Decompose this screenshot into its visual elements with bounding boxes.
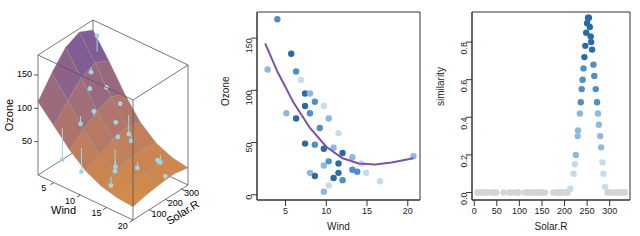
svg-text:5: 5 (41, 183, 46, 193)
svg-text:Ozone: Ozone (8, 99, 15, 131)
svg-text:0: 0 (472, 206, 477, 216)
svg-text:Ozone: Ozone (220, 76, 231, 106)
svg-text:150: 150 (244, 38, 254, 53)
svg-text:0.6: 0.6 (459, 80, 469, 93)
svg-text:15: 15 (91, 208, 101, 218)
svg-text:0.8: 0.8 (459, 42, 469, 55)
svg-text:300: 300 (602, 206, 617, 216)
svg-text:5: 5 (283, 206, 288, 216)
svg-text:150: 150 (534, 206, 549, 216)
svg-text:0.0: 0.0 (459, 192, 469, 205)
svg-text:15: 15 (362, 206, 372, 216)
svg-text:20: 20 (403, 206, 413, 216)
svg-text:20: 20 (118, 221, 128, 231)
svg-text:150: 150 (17, 69, 32, 79)
svg-text:10: 10 (321, 206, 331, 216)
svg-text:Solar.R: Solar.R (535, 221, 568, 232)
svg-text:Wind: Wind (51, 204, 76, 216)
svg-text:Solar.R: Solar.R (164, 198, 201, 228)
svg-text:10: 10 (65, 195, 76, 206)
svg-text:100: 100 (512, 206, 527, 216)
svg-text:Wind: Wind (327, 221, 350, 232)
svg-text:similarity: similarity (435, 67, 446, 106)
svg-text:250: 250 (580, 206, 595, 216)
svg-text:100: 100 (151, 208, 167, 219)
svg-text:200: 200 (557, 206, 572, 216)
svg-text:0.4: 0.4 (459, 117, 469, 130)
svg-text:200: 200 (167, 198, 183, 209)
svg-text:50: 50 (492, 206, 502, 216)
svg-text:100: 100 (244, 90, 254, 105)
svg-text:50: 50 (244, 143, 254, 153)
svg-text:300: 300 (184, 188, 199, 198)
svg-text:0.2: 0.2 (459, 155, 469, 168)
svg-text:0: 0 (244, 195, 254, 200)
svg-text:100: 100 (17, 103, 32, 113)
svg-text:50: 50 (22, 136, 32, 146)
